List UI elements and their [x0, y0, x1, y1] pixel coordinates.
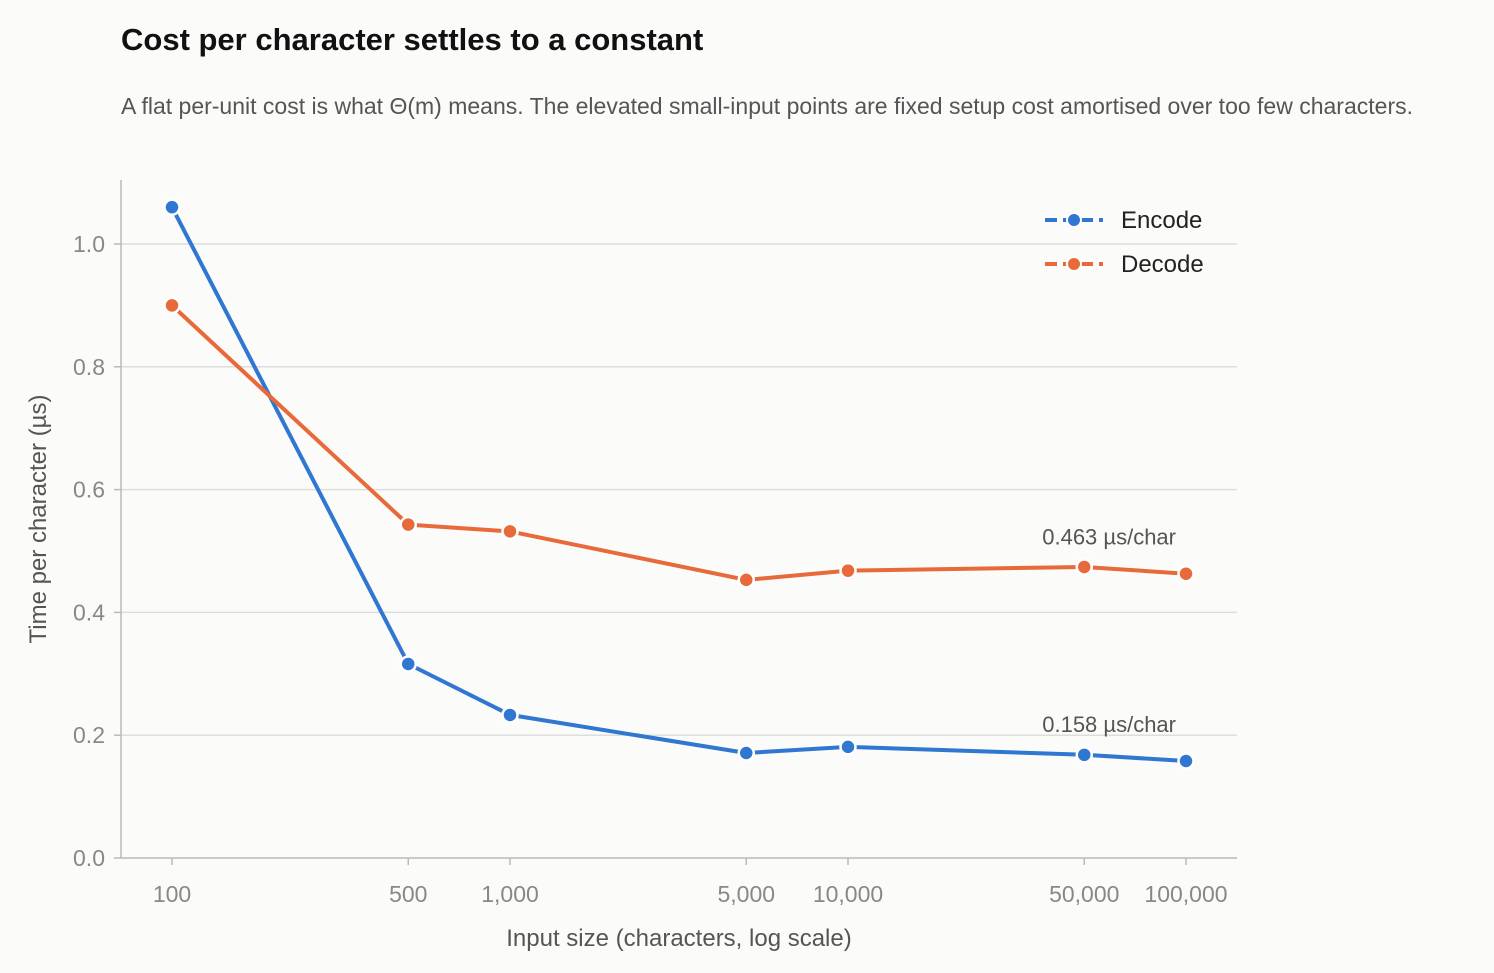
- data-point-decode: [1075, 558, 1094, 576]
- y-tick-label: 0.6: [73, 477, 105, 503]
- x-tick-label: 1,000: [481, 881, 539, 907]
- data-point-encode: [163, 198, 181, 216]
- legend-label: Decode: [1121, 251, 1204, 278]
- data-point-encode: [501, 706, 519, 724]
- grid-lines: [121, 243, 1237, 736]
- x-tick-label: 100: [153, 881, 191, 907]
- x-tick-label: 5,000: [717, 881, 775, 907]
- axes: 0.0 0.2 0.4 0.6 0.8 1.0 100 500 1,000 5,000 10,000…: [73, 180, 1237, 907]
- x-tick-label: 100,000: [1144, 881, 1227, 907]
- y-tick-label: 0.2: [73, 722, 105, 748]
- x-tick-label: 500: [389, 881, 427, 907]
- data-point-encode: [737, 744, 756, 762]
- y-axis-title: Time per character (µs): [25, 395, 52, 644]
- chart-subtitle: A flat per-unit cost is what Θ(m) means.…: [121, 93, 1413, 119]
- series-end-annotation: 0.158 µs/char: [1042, 712, 1176, 737]
- y-tick-label: 0.0: [73, 845, 105, 871]
- series-lines: [170, 206, 1187, 763]
- data-point-encode: [399, 655, 418, 673]
- x-tick-label: 10,000: [813, 881, 883, 907]
- legend-marker-encode: [1066, 212, 1082, 228]
- data-point-decode: [839, 561, 857, 580]
- data-point-encode: [839, 738, 857, 756]
- data-point-decode: [501, 522, 519, 541]
- y-tick-label: 0.4: [73, 599, 105, 625]
- x-tick-label: 50,000: [1049, 881, 1119, 907]
- x-axis-title: Input size (characters, log scale): [506, 925, 851, 952]
- data-point-encode: [1177, 752, 1195, 770]
- legend-marker-decode: [1066, 256, 1082, 272]
- y-tick-label: 1.0: [73, 231, 105, 257]
- chart-title: Cost per character settles to a constant: [121, 22, 704, 57]
- data-point-decode: [399, 515, 418, 534]
- series-line-encode: [170, 206, 1187, 763]
- annotations: 0.158 µs/char 0.463 µs/char: [1042, 525, 1176, 737]
- legend-label: Encode: [1121, 207, 1202, 234]
- data-point-encode: [1075, 746, 1094, 764]
- data-point-decode: [163, 296, 181, 315]
- data-point-decode: [1177, 564, 1195, 583]
- series-line-decode: [170, 303, 1187, 582]
- series-end-annotation: 0.463 µs/char: [1042, 525, 1176, 550]
- y-tick-label: 0.8: [73, 354, 105, 380]
- legend: Encode Decode: [1045, 207, 1204, 278]
- series-points: [163, 198, 1195, 770]
- data-point-decode: [737, 571, 756, 589]
